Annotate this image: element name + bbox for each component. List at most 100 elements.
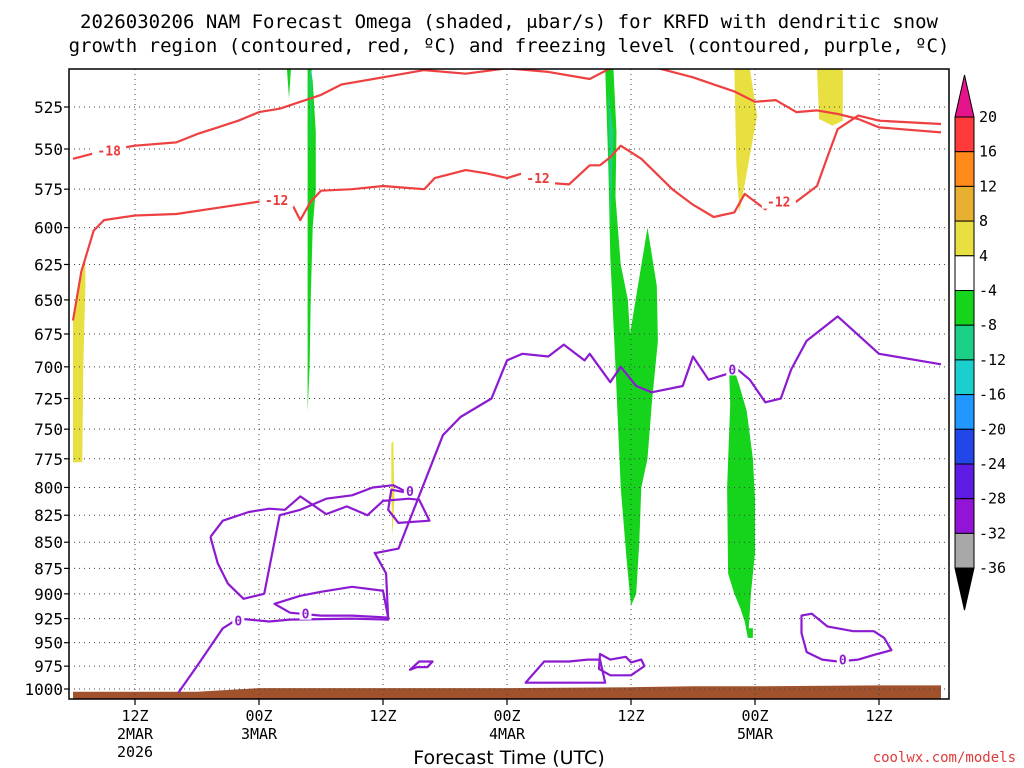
y-tick-label: 600	[34, 219, 63, 238]
y-tick-label: 725	[34, 390, 63, 409]
y-tick-label: 875	[34, 559, 63, 578]
colorbar-segment	[954, 498, 975, 534]
colorbar-label: 4	[979, 247, 988, 265]
contour-label-bg	[726, 361, 739, 376]
colorbar-label: -32	[979, 524, 1006, 542]
colorbar-segment	[954, 463, 975, 500]
omega-shade-region	[307, 69, 316, 413]
colorbar-segment	[954, 220, 975, 257]
omega-shade-region	[309, 69, 312, 166]
x-axis-title: Forecast Time (UTC)	[413, 747, 604, 768]
freezing-level-label: 0	[406, 485, 414, 500]
dgz-contour-label: -12	[767, 196, 790, 211]
colorbar-under-triangle	[954, 567, 975, 611]
omega-shade-region	[734, 69, 758, 213]
x-tick-label: 00Z	[741, 707, 768, 725]
omega-shade-region	[605, 69, 658, 606]
dgz-contour-label: -12	[265, 194, 288, 209]
watermark: coolwx.com/models	[873, 750, 1016, 766]
y-tick-label: 925	[34, 610, 63, 629]
omega-shade-region	[608, 89, 614, 228]
x-tick-label: 4MAR	[489, 725, 526, 743]
freezing-level-contour-line	[177, 315, 942, 694]
freezing-level-label: 0	[302, 608, 310, 623]
contour-label-bg	[521, 170, 555, 186]
colorbar-segment	[954, 394, 975, 430]
x-tick-label: 2026	[117, 743, 153, 761]
colorbar-segment	[954, 255, 975, 292]
colorbar-segment	[954, 532, 975, 569]
freezing-level-label: 0	[728, 363, 736, 378]
y-tick-label: 775	[34, 450, 63, 469]
colorbar-label: -36	[979, 559, 1006, 577]
contour-label-bg	[92, 142, 127, 158]
freezing-level-contour-line	[408, 660, 434, 671]
omega-shade-region	[727, 366, 755, 638]
colorbar-segment	[954, 151, 975, 187]
x-tick-label: 12Z	[121, 707, 148, 725]
colorbar-label: 20	[979, 108, 997, 126]
colorbar-label: 12	[979, 177, 997, 195]
freezing-level-contour-line	[800, 612, 893, 663]
chart-title-line2: growth region (contoured, red, ºC) and f…	[69, 35, 950, 57]
colorbar-label: 8	[979, 212, 988, 230]
colorbar-label: -20	[979, 420, 1006, 438]
contour-label-bg	[836, 651, 849, 666]
y-tick-label: 750	[34, 420, 63, 439]
colorbar-label: -24	[979, 455, 1006, 473]
y-tick-label: 525	[34, 98, 63, 117]
x-tick-label: 3MAR	[241, 725, 278, 743]
y-tick-label: 675	[34, 325, 63, 344]
colorbar-label: -8	[979, 316, 997, 334]
dgz-contour-line	[72, 69, 942, 160]
x-tick-label: 12Z	[369, 707, 396, 725]
y-tick-label: 625	[34, 255, 63, 274]
dgz-contour-label: -12	[526, 172, 549, 187]
plot-background	[69, 69, 949, 699]
colorbar-segment	[954, 185, 975, 222]
plot-area: -18 -12 -12 -12 0 0 0 0 0	[69, 69, 949, 699]
freezing-level-label: 0	[839, 654, 847, 669]
omega-shade-region	[286, 69, 291, 99]
plot-frame	[68, 68, 950, 700]
freezing-level-contour-line	[209, 484, 431, 600]
y-tick-label: 575	[34, 180, 63, 199]
contour-label-bg	[299, 605, 312, 620]
colorbar-segment	[954, 290, 975, 326]
freezing-level-label: 0	[234, 615, 242, 630]
colorbar-segment	[954, 116, 975, 153]
y-tick-label: 850	[34, 533, 63, 552]
contour-label-bg	[232, 612, 245, 627]
colorbar-label: -12	[979, 351, 1006, 369]
x-tick-label: 00Z	[493, 707, 520, 725]
x-tick-label: 00Z	[245, 707, 272, 725]
x-tick-label: 12Z	[865, 707, 892, 725]
contour-label-bg	[403, 482, 416, 497]
y-tick-label: 1000	[24, 680, 63, 699]
colorbar-segment	[954, 359, 975, 396]
contour-label-bg	[259, 192, 294, 208]
y-tick-label: 800	[34, 478, 63, 497]
dgz-contour-label: -18	[97, 145, 121, 160]
omega-shading-layer	[73, 69, 843, 638]
chart-title-line1: 2026030206 NAM Forecast Omega (shaded, μ…	[80, 11, 938, 33]
contour-label-layer: -18 -12 -12 -12 0 0 0 0 0	[92, 142, 849, 669]
omega-shade-region	[817, 69, 843, 126]
colorbar-label: 16	[979, 143, 997, 161]
colorbar-segment	[954, 324, 975, 361]
y-tick-label: 975	[34, 657, 63, 676]
y-axis: 525 550 575 600 625 650 675 700 725 750 775 800 825 8…	[24, 98, 69, 699]
colorbar: 20 16 12 8 4 -4 -8 -12 -16 -20 -24 -28 -32 -36	[954, 74, 1006, 611]
y-tick-label: 900	[34, 585, 63, 604]
x-tick-label: 2MAR	[117, 725, 154, 743]
colorbar-label: -28	[979, 490, 1006, 508]
colorbar-segment	[954, 428, 975, 465]
colorbar-label: -16	[979, 386, 1006, 404]
y-tick-label: 950	[34, 634, 63, 653]
colorbar-over-triangle	[954, 74, 975, 118]
x-tick-label: 5MAR	[737, 725, 774, 743]
y-tick-label: 650	[34, 291, 63, 310]
x-tick-label: 12Z	[617, 707, 644, 725]
